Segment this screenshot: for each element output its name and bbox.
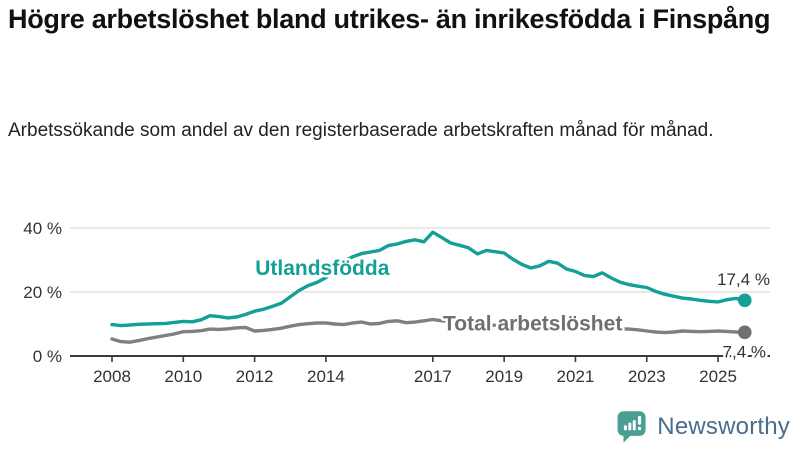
end-value-label-total: 7,4 % [723,342,766,361]
end-value-label-utlandsfodda: 17,4 % [717,270,770,289]
y-tick-label: 20 % [23,283,62,302]
newsworthy-logo: Newsworthy [615,408,790,445]
x-tick-label: 2021 [557,367,595,386]
x-tick-label: 2019 [485,367,523,386]
chart-subtitle: Arbetssökande som andel av den registerb… [8,120,714,141]
unemployment-line-chart: 0 % 20 % 40 % 2008 2010 2012 2014 2017 2019 2021 2… [23,219,772,386]
y-tick-label: 40 % [23,219,62,238]
x-tick-label: 2023 [628,367,666,386]
x-tick-label: 2025 [699,367,737,386]
series-line-utlandsfodda [110,230,747,328]
newsworthy-logo-text: Newsworthy [657,412,790,440]
series-label: Total arbetslöshet [443,312,622,335]
x-tick-label: 2014 [307,367,345,386]
x-tick-label: 2012 [236,367,274,386]
page-title: Högre arbetslöshet bland utrikes- än inr… [8,4,771,34]
newsworthy-logo-icon [617,411,646,443]
series-end-dot-total [737,325,752,340]
x-tick-label: 2017 [414,367,452,386]
x-tick-label: 2010 [164,367,202,386]
x-tick-label: 2008 [93,367,131,386]
series-label: Utlandsfödda [255,257,389,280]
y-tick-label: 0 % [33,347,62,366]
series-end-dot-utlandsfodda [737,293,752,308]
series-line-total [110,317,747,344]
